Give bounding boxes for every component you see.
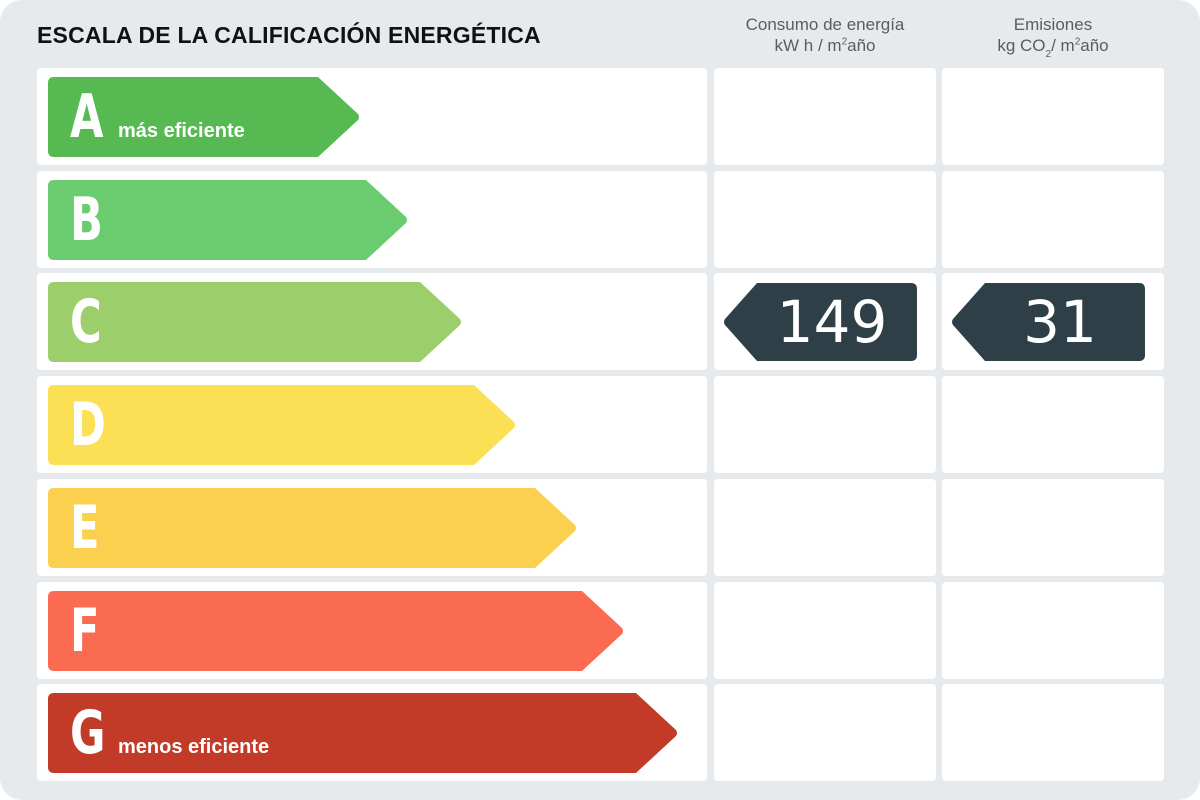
class-arrow-d: D [48, 385, 516, 465]
scale-cell-e: E [37, 479, 707, 576]
emissions-indicator: 31 [951, 283, 1145, 361]
emissions-cell-b [942, 171, 1164, 268]
class-arrow-shape-e [48, 488, 576, 568]
rating-row-e: E [37, 479, 1164, 576]
emissions-cell-d [942, 376, 1164, 473]
emissions-cell-g [942, 684, 1164, 781]
class-arrow-shape-g [48, 693, 677, 773]
rating-row-b: B [37, 171, 1164, 268]
class-letter-a: A [70, 82, 104, 152]
scale-cell-c: C [37, 273, 707, 370]
class-label-g: menos eficiente [118, 736, 270, 758]
rating-row-c: C 149 31 [37, 273, 1164, 370]
page-title: ESCALA DE LA CALIFICACIÓN ENERGÉTICA [37, 22, 541, 48]
class-letter-e: E [70, 493, 100, 563]
energy-header-label: Consumo de energía [745, 15, 905, 34]
emissions-indicator-shape [952, 283, 1145, 361]
energy-header-unit: kW h / m2año [774, 36, 876, 55]
class-arrow-shape-f [48, 591, 623, 671]
class-letter-d: D [70, 390, 106, 460]
class-label-a: más eficiente [118, 120, 245, 142]
class-letter-c: C [70, 287, 102, 357]
energy-indicator-value: 149 [776, 288, 888, 356]
class-arrow-e: E [48, 488, 577, 568]
energy-cell-c: 149 [714, 273, 936, 370]
class-arrow-shape-c [48, 282, 461, 362]
energy-cell-a [714, 68, 936, 165]
emissions-cell-a [942, 68, 1164, 165]
emissions-column-header: Emisiones kg CO2/ m2año [942, 14, 1164, 61]
emissions-cell-f [942, 582, 1164, 679]
scale-cell-b: B [37, 171, 707, 268]
scale-cell-f: F [37, 582, 707, 679]
class-arrow-c: C [48, 282, 462, 362]
energy-indicator: 149 [723, 283, 917, 361]
class-arrow-f: F [48, 591, 624, 671]
emissions-cell-c: 31 [942, 273, 1164, 370]
class-arrow-shape-b [48, 180, 407, 260]
class-letter-g: G [70, 698, 106, 768]
class-arrow-shape-d [48, 385, 515, 465]
energy-cell-f [714, 582, 936, 679]
energy-indicator-shape [724, 283, 917, 361]
class-letter-f: F [70, 596, 100, 666]
class-arrow-b: B [48, 180, 408, 260]
emissions-header-label: Emisiones [1013, 15, 1093, 34]
energy-column-header: Consumo de energía kW h / m2año [714, 14, 936, 56]
class-letter-b: B [70, 185, 103, 255]
energy-cell-g [714, 684, 936, 781]
class-arrow-shape-a [48, 77, 359, 157]
emissions-cell-e [942, 479, 1164, 576]
emissions-header-unit: kg CO2/ m2año [997, 36, 1109, 61]
emissions-indicator-value: 31 [1023, 288, 1097, 356]
rating-row-d: D [37, 376, 1164, 473]
energy-cell-d [714, 376, 936, 473]
rating-row-f: F [37, 582, 1164, 679]
energy-cell-b [714, 171, 936, 268]
energy-cell-e [714, 479, 936, 576]
scale-cell-d: D [37, 376, 707, 473]
